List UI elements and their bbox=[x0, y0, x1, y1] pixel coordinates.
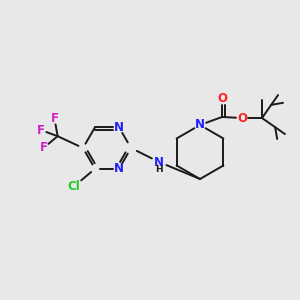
Text: H: H bbox=[155, 166, 163, 175]
Text: N: N bbox=[195, 118, 205, 131]
Text: Cl: Cl bbox=[67, 180, 80, 193]
Text: F: F bbox=[37, 124, 45, 136]
Text: N: N bbox=[114, 121, 124, 134]
Text: F: F bbox=[50, 112, 59, 125]
Text: F: F bbox=[40, 141, 48, 154]
Text: N: N bbox=[114, 162, 124, 175]
Text: O: O bbox=[217, 92, 227, 106]
Text: N: N bbox=[154, 155, 164, 169]
Text: O: O bbox=[237, 112, 247, 124]
